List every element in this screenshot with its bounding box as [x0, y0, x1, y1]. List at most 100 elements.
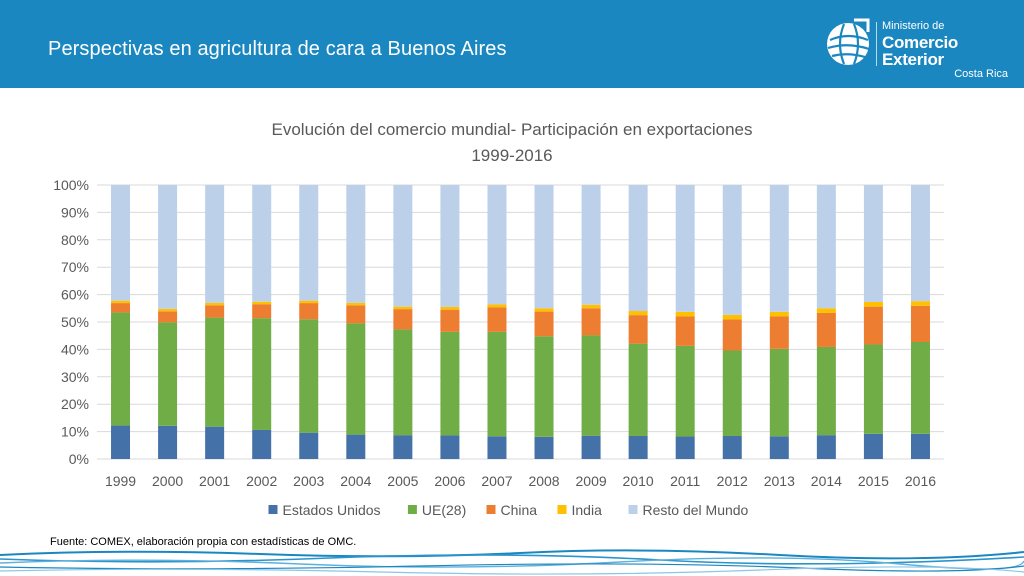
bar-segment-estados-unidos [769, 436, 789, 459]
bar-segment-resto-del-mundo [440, 185, 460, 307]
bar-segment-resto-del-mundo [675, 185, 695, 312]
bar-segment-estados-unidos [534, 436, 554, 459]
bar-segment-india [675, 311, 695, 317]
y-tick-label: 20% [61, 396, 89, 412]
bar-segment-china [910, 305, 930, 343]
bar-segment-resto-del-mundo [534, 185, 554, 309]
bar-segment-china [252, 304, 272, 319]
bar-segment-china [675, 316, 695, 346]
bar-segment-india [158, 308, 178, 312]
bar-segment-china [816, 312, 836, 347]
x-tick-label: 2007 [481, 473, 512, 489]
bar-segment-ue-28 [722, 350, 742, 436]
x-tick-label: 2004 [340, 473, 371, 489]
bar-segment-ue-28 [252, 318, 272, 430]
bar-segment-resto-del-mundo [863, 185, 883, 302]
bar-segment-estados-unidos [393, 435, 413, 459]
legend-label: UE(28) [422, 502, 466, 518]
globe-icon [827, 18, 870, 65]
bar-segment-india [487, 304, 507, 308]
bar-segment-china [581, 308, 601, 336]
bar-segment-resto-del-mundo [487, 185, 507, 305]
x-tick-label: 2016 [905, 473, 936, 489]
bar-segment-resto-del-mundo [111, 185, 131, 301]
legend-swatch [628, 505, 638, 514]
logo-divider [876, 22, 877, 66]
bar-segment-india [252, 301, 272, 305]
header-bar: Perspectivas en agricultura de cara a Bu… [0, 0, 1024, 88]
bar-segment-china [487, 307, 507, 332]
legend-swatch [268, 505, 278, 514]
bar-segment-china [722, 319, 742, 351]
bar-segment-ue-28 [158, 322, 178, 426]
bar-segment-india [910, 301, 930, 306]
bar-segment-resto-del-mundo [816, 185, 836, 309]
bar-segment-estados-unidos [581, 435, 601, 459]
bar-segment-china [346, 305, 366, 324]
bar-segment-ue-28 [205, 317, 225, 427]
bar-segment-estados-unidos [722, 435, 742, 459]
bar-segment-ue-28 [440, 331, 460, 436]
x-tick-label: 2002 [246, 473, 277, 489]
y-tick-label: 70% [61, 259, 89, 275]
bar-segment-ue-28 [628, 343, 648, 436]
bar-segment-ue-28 [675, 345, 695, 437]
legend-label: Estados Unidos [283, 502, 381, 518]
bar-segment-ue-28 [346, 323, 366, 435]
bar-segment-ue-28 [910, 342, 930, 434]
bar-segment-ue-28 [581, 335, 601, 436]
bar-segment-ue-28 [816, 346, 836, 436]
y-tick-label: 0% [69, 451, 89, 467]
bar-segment-resto-del-mundo [393, 185, 413, 307]
bar-segment-resto-del-mundo [628, 185, 648, 312]
bar-segment-ue-28 [487, 331, 507, 437]
bar-segment-india [440, 306, 460, 310]
bar-segment-resto-del-mundo [158, 185, 178, 309]
bar-segment-resto-del-mundo [722, 185, 742, 315]
logo-line-2: Comercio Exterior [882, 33, 959, 69]
y-tick-label: 50% [61, 314, 89, 330]
bar-segment-resto-del-mundo [769, 185, 789, 312]
x-tick-label: 2000 [152, 473, 183, 489]
bar-segment-india [346, 302, 366, 306]
bar-segment-estados-unidos [205, 426, 225, 459]
y-tick-label: 90% [61, 204, 89, 220]
bar-segment-estados-unidos [252, 429, 272, 459]
bar-segment-china [440, 309, 460, 332]
bar-segment-resto-del-mundo [581, 185, 601, 305]
bar-segment-estados-unidos [299, 432, 319, 459]
y-tick-label: 30% [61, 369, 89, 385]
logo-line-1: Ministerio de [882, 20, 945, 32]
chart-title: Evolución del comercio mundial- Particip… [271, 120, 753, 139]
logo-text: Ministerio de Comercio Exterior Costa Ri… [882, 18, 1014, 80]
bar-segment-india [534, 308, 554, 312]
x-tick-label: 2013 [764, 473, 795, 489]
bar-segment-china [299, 303, 319, 320]
x-tick-label: 1999 [105, 473, 136, 489]
bar-segment-china [863, 306, 883, 345]
bar-segment-india [816, 308, 836, 313]
x-tick-label: 2012 [717, 473, 748, 489]
bar-segment-resto-del-mundo [910, 185, 930, 302]
bar-segment-india [205, 302, 225, 306]
legend-swatch [486, 505, 496, 514]
chart-subtitle: 1999-2016 [471, 146, 553, 165]
bar-segment-ue-28 [534, 336, 554, 437]
bar-segment-india [299, 300, 319, 304]
logo-line-3: Costa Rica [954, 68, 1008, 80]
bar-segment-china [111, 303, 131, 313]
x-tick-label: 2008 [528, 473, 559, 489]
legend-label: Resto del Mundo [643, 502, 749, 518]
bar-segment-india [863, 301, 883, 307]
y-tick-label: 100% [53, 177, 89, 193]
legend-label: China [501, 502, 538, 518]
y-tick-label: 60% [61, 287, 89, 303]
legend-label: India [572, 502, 603, 518]
bar-segment-estados-unidos [910, 433, 930, 459]
y-tick-label: 10% [61, 424, 89, 440]
bar-segment-estados-unidos [440, 435, 460, 459]
x-tick-label: 2006 [434, 473, 465, 489]
bar-segment-china [628, 315, 648, 344]
y-tick-label: 40% [61, 341, 89, 357]
